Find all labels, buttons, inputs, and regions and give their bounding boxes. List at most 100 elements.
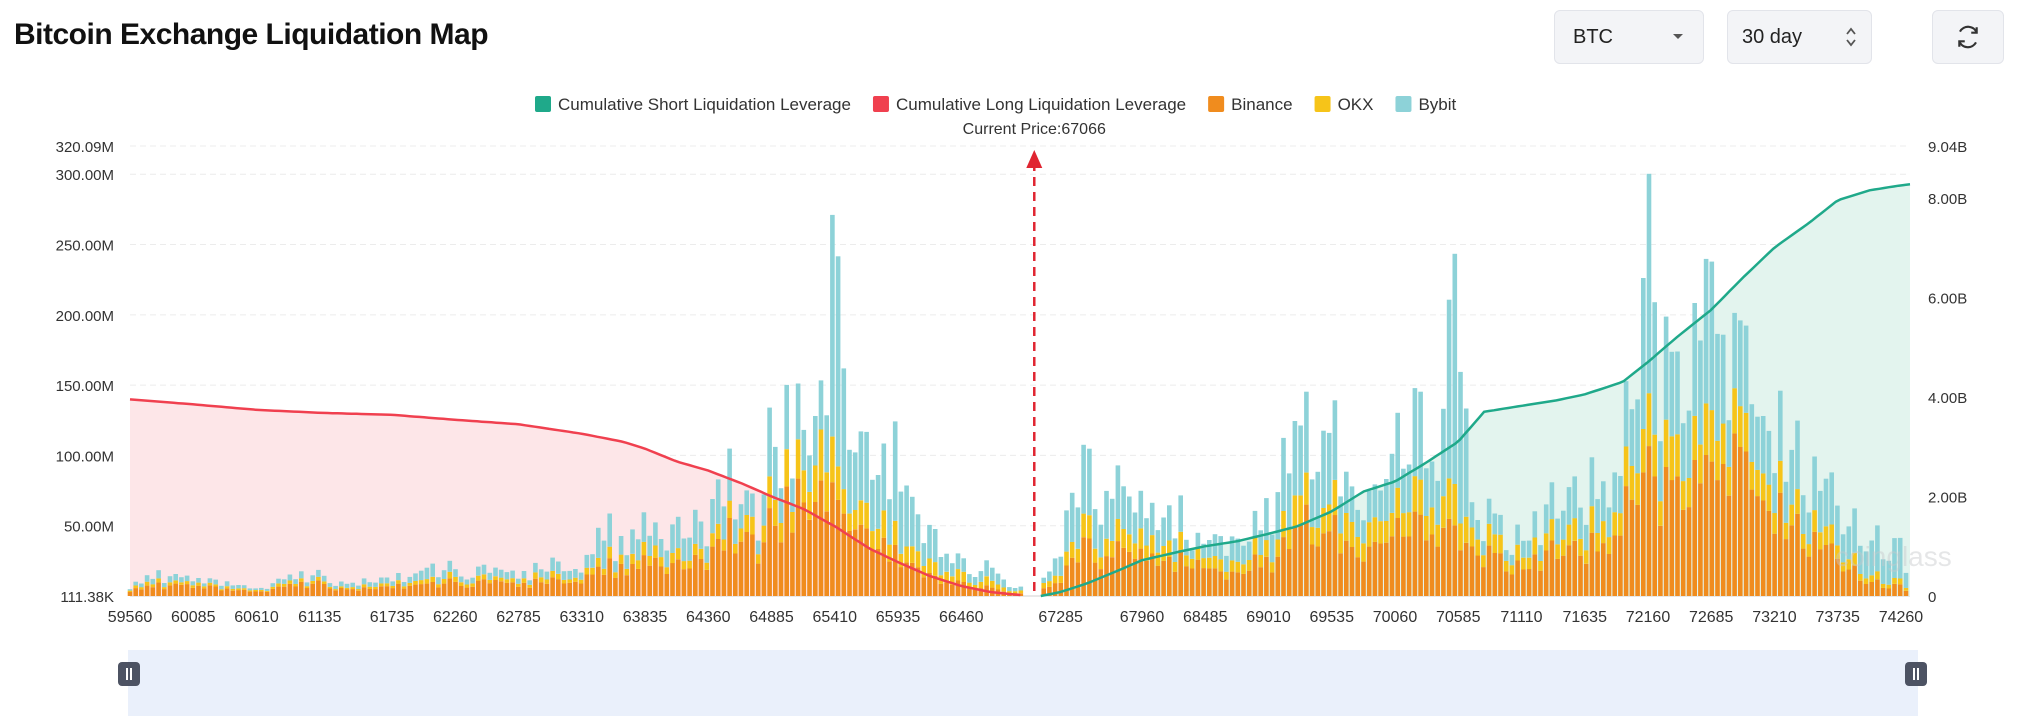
bybit-bar: [1886, 560, 1892, 585]
binance-bar: [1486, 545, 1492, 596]
binance-bar: [127, 591, 133, 596]
y-right-tick-label: 6.00B: [1928, 290, 1967, 307]
okx-bar: [1132, 543, 1138, 559]
bybit-bar: [1252, 510, 1258, 538]
binance-bar: [196, 585, 201, 596]
bybit-bar: [424, 567, 430, 580]
okx-bar: [236, 588, 241, 591]
bybit-bar: [487, 572, 493, 580]
okx-bar: [1612, 512, 1617, 536]
binance-bar: [1401, 536, 1406, 596]
short-liquidation-line: [1040, 183, 1911, 598]
binance-bar: [1538, 570, 1543, 596]
okx-bar: [1412, 476, 1418, 512]
okx-bar: [1669, 436, 1675, 481]
x-tick-label: 62785: [496, 609, 541, 626]
binance-bar: [567, 583, 572, 596]
bybit-bar: [561, 571, 567, 580]
binance-bar: [818, 480, 824, 596]
zoom-slider-track[interactable]: [128, 650, 1918, 716]
bybit-bar: [1629, 409, 1635, 466]
okx-bar: [904, 546, 909, 563]
bybit-bar: [1047, 571, 1052, 582]
bybit-bar: [1852, 508, 1857, 553]
coin-select[interactable]: BTC: [1554, 10, 1704, 64]
binance-bar: [1241, 573, 1246, 596]
binance-bar: [927, 573, 932, 596]
bybit-bar: [1246, 541, 1252, 560]
binance-bar: [1858, 580, 1863, 596]
binance-bar: [1583, 563, 1589, 596]
period-select[interactable]: 30 day: [1727, 10, 1872, 64]
okx-bar: [1709, 410, 1715, 462]
okx-bar: [1418, 479, 1423, 515]
binance-bar: [281, 586, 287, 596]
bybit-bar: [1326, 432, 1332, 505]
binance-bar: [1064, 565, 1069, 596]
okx-bar: [219, 589, 224, 591]
okx-bar: [1098, 557, 1104, 569]
refresh-button[interactable]: [1932, 10, 2004, 64]
binance-bar: [293, 586, 298, 596]
okx-bar: [1018, 590, 1024, 594]
binance-bar: [852, 529, 858, 596]
binance-bar: [573, 581, 578, 596]
bybit-bar: [390, 581, 395, 586]
okx-bar: [687, 560, 692, 569]
okx-bar: [1041, 583, 1046, 589]
binance-bar: [276, 586, 281, 596]
binance-bar: [533, 578, 538, 596]
binance-bar: [424, 583, 430, 596]
bybit-bar: [1503, 550, 1509, 561]
okx-bar: [647, 556, 652, 566]
legend-label: Cumulative Short Liquidation Leverage: [558, 95, 851, 114]
okx-bar: [927, 558, 932, 573]
zoom-handle-left[interactable]: [118, 662, 140, 686]
bybit-bar: [1195, 532, 1201, 547]
bybit-bar: [567, 570, 572, 580]
okx-bar: [1058, 575, 1064, 583]
okx-bar: [1812, 510, 1817, 532]
bybit-bar: [367, 582, 373, 587]
binance-bar: [1326, 531, 1332, 596]
okx-bar: [721, 539, 727, 551]
bybit-bar: [613, 561, 618, 573]
zoom-handle-right[interactable]: [1905, 662, 1927, 686]
okx-bar: [350, 587, 355, 589]
okx-bar: [1275, 539, 1281, 557]
bybit-bar: [1041, 577, 1046, 583]
bybit-bar: [807, 455, 812, 492]
binance-bar: [733, 553, 738, 596]
okx-bar: [1075, 548, 1081, 563]
okx-bar: [1778, 460, 1783, 493]
binance-bar: [224, 588, 230, 596]
okx-bar: [418, 580, 424, 585]
binance-bar: [162, 589, 167, 596]
bybit-bar: [1338, 496, 1343, 534]
caret-down-icon: [1673, 34, 1683, 39]
binance-bar: [1709, 461, 1715, 596]
bybit-bar: [1646, 173, 1652, 394]
binance-bar: [1087, 538, 1092, 596]
okx-bar: [1783, 522, 1789, 540]
okx-bar: [1321, 508, 1326, 534]
binance-bar: [1298, 524, 1303, 596]
bybit-bar: [361, 578, 367, 585]
bybit-bar: [127, 589, 133, 591]
okx-bar: [424, 579, 430, 584]
bybit-bar: [316, 569, 321, 577]
binance-bar: [1686, 507, 1692, 596]
bybit-bar: [447, 560, 453, 572]
x-tick-label: 71635: [1562, 609, 1607, 626]
bybit-bar: [207, 578, 213, 583]
bybit-bar: [1012, 588, 1018, 592]
okx-bar: [1378, 521, 1383, 544]
binance-bar: [1315, 546, 1321, 596]
binance-bar: [1435, 546, 1440, 596]
okx-bar: [533, 572, 538, 579]
bybit-bar: [1069, 492, 1075, 542]
okx-bar: [767, 476, 772, 509]
binance-bar: [1246, 570, 1252, 596]
bybit-bar: [1406, 464, 1412, 513]
x-tick-label: 67285: [1038, 609, 1083, 626]
